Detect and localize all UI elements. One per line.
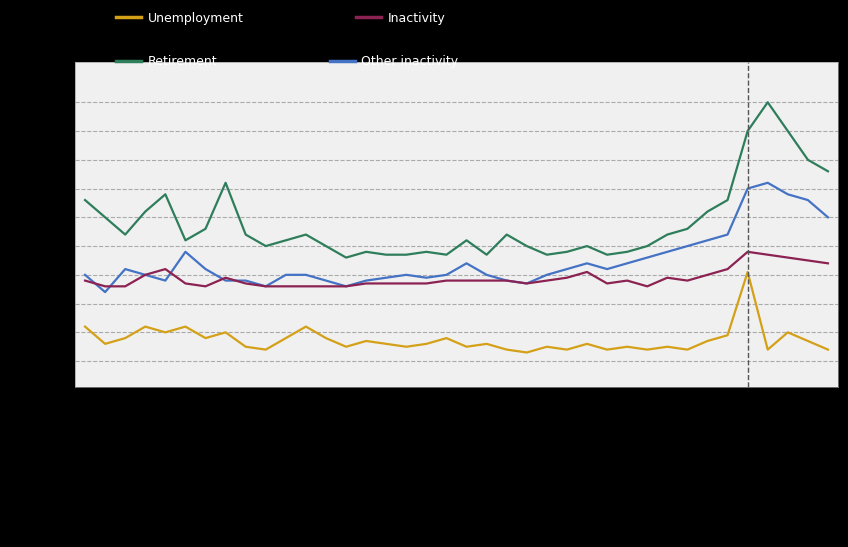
Legend: Retirement, Other inactivity: Retirement, Other inactivity bbox=[116, 55, 458, 68]
Legend: Unemployment, Inactivity: Unemployment, Inactivity bbox=[116, 11, 445, 25]
